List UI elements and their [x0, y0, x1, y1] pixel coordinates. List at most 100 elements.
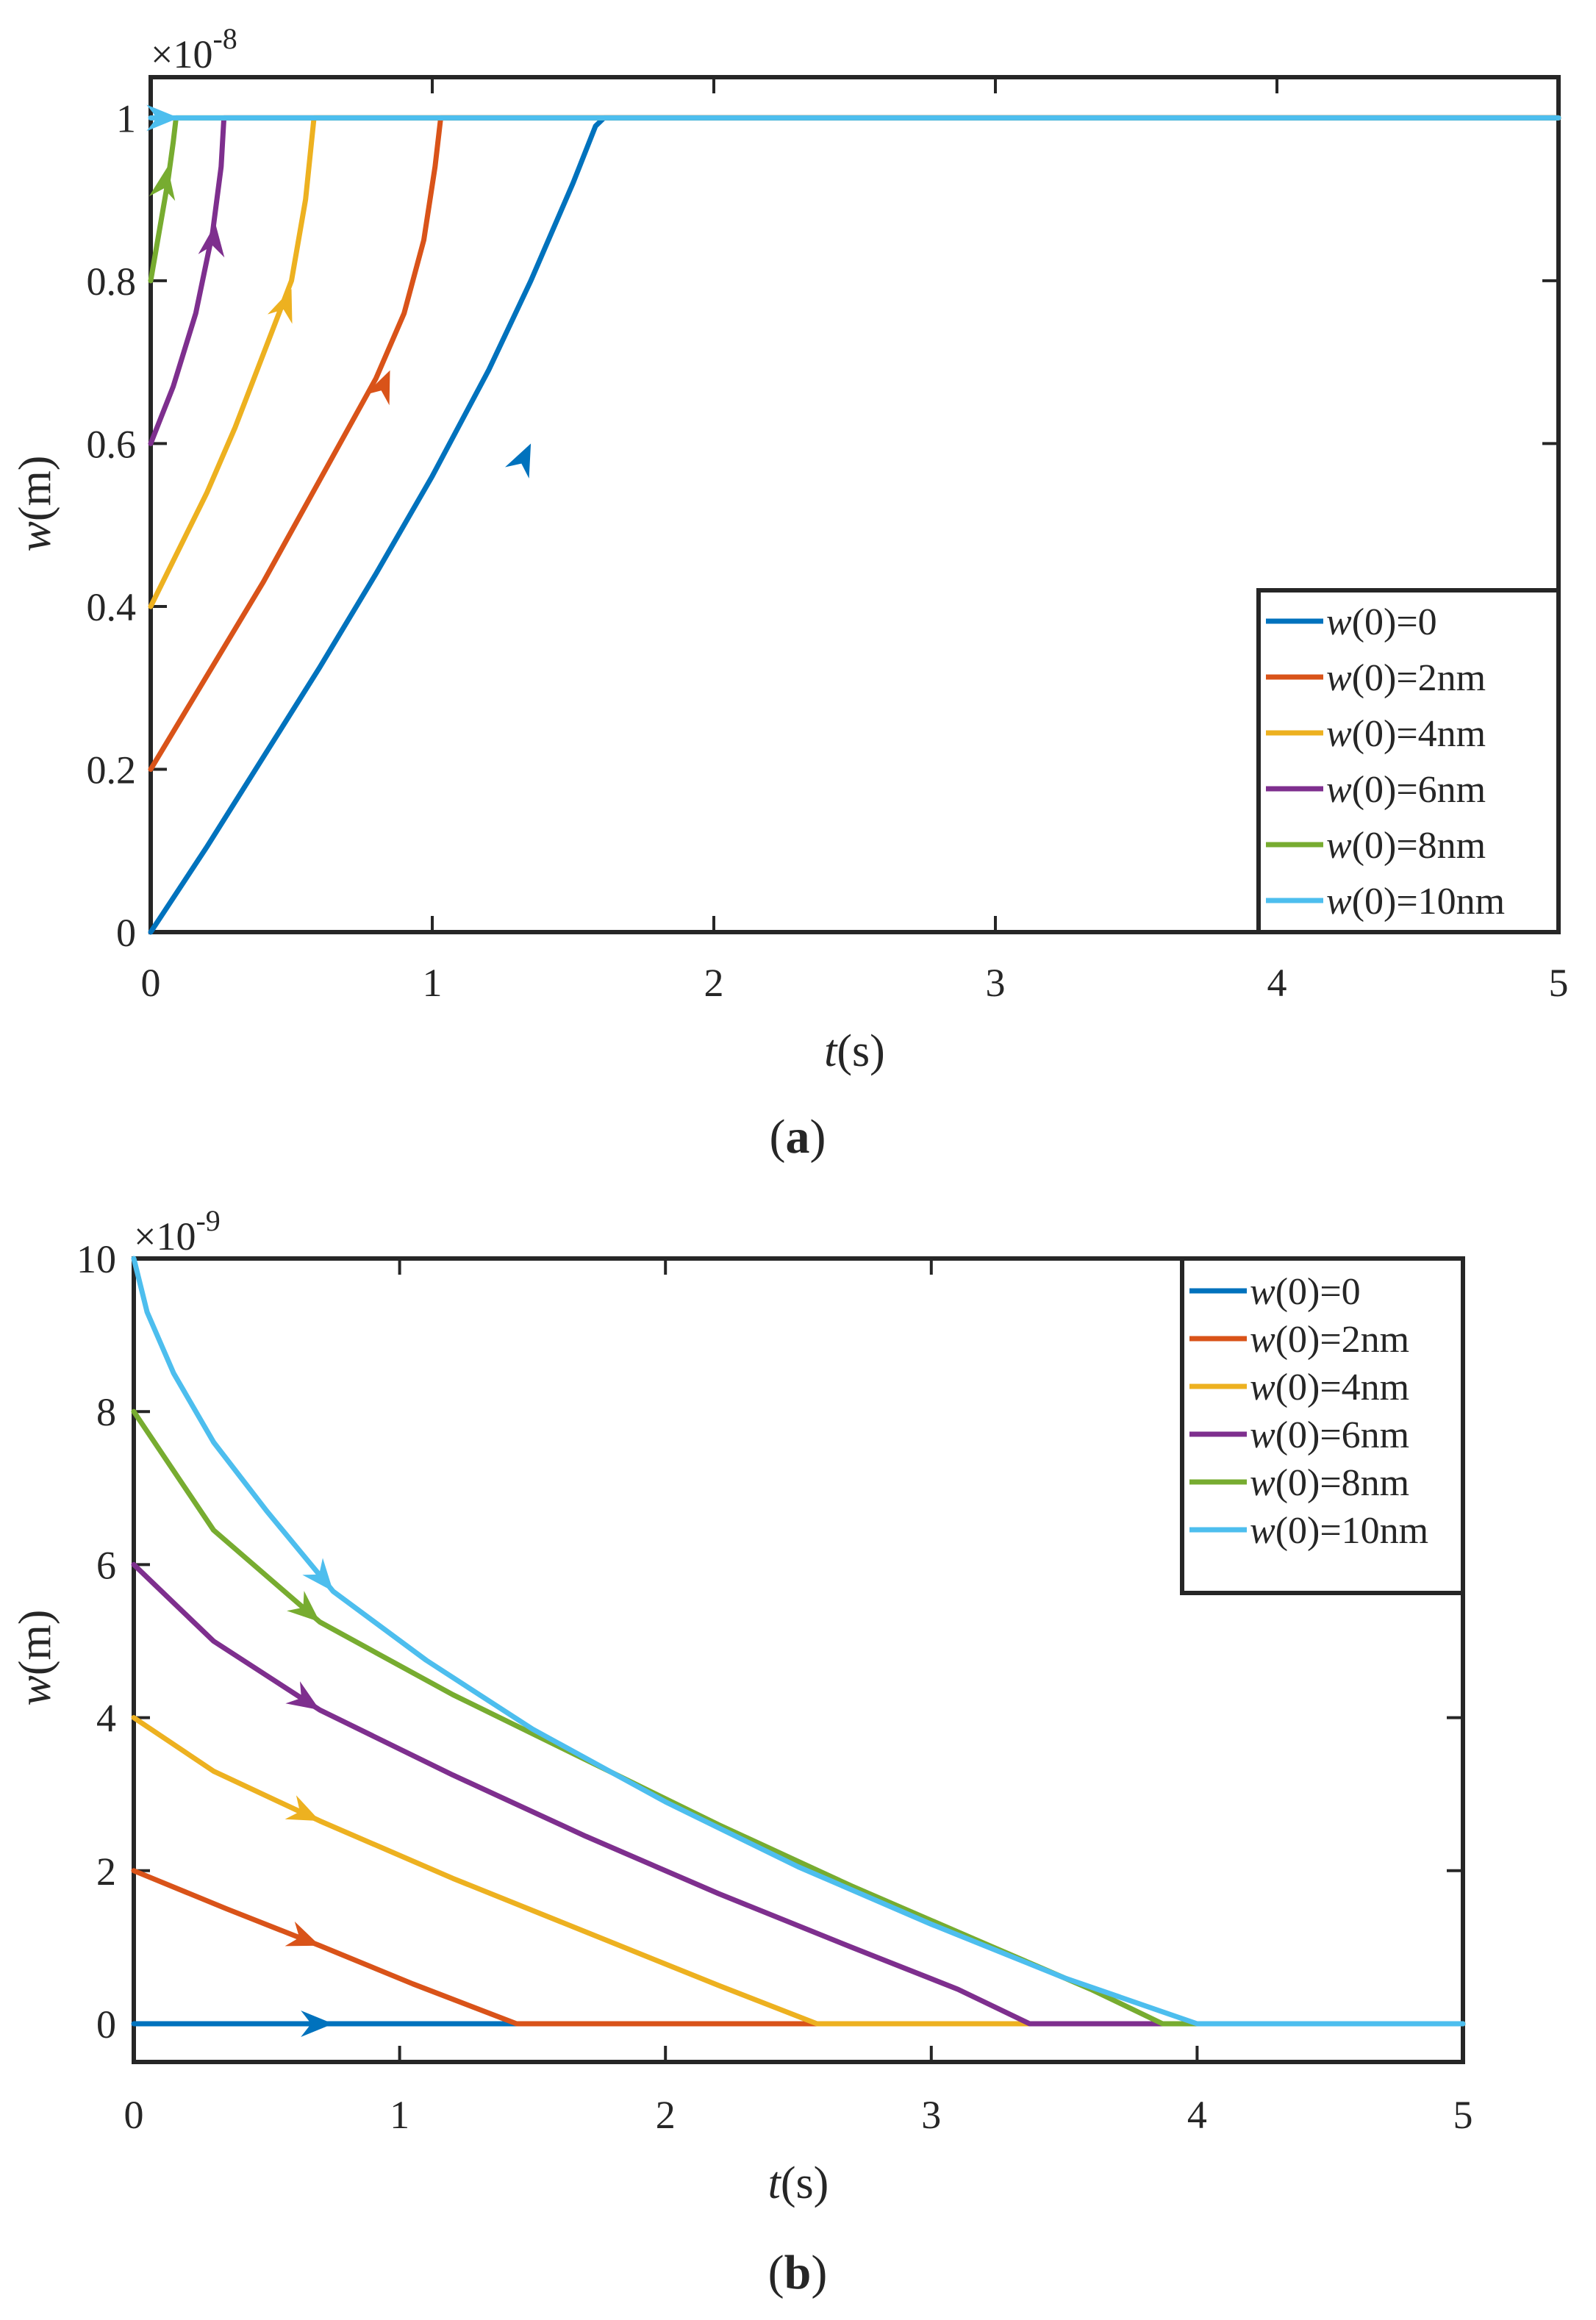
legend-entry: w(0)=6nm	[1326, 769, 1486, 811]
legend-entry: w(0)=2nm	[1326, 657, 1486, 699]
legend-entry-text: (0)=0	[1275, 1271, 1361, 1313]
x-tick-label: 5	[1453, 2093, 1473, 2137]
panel-label-open: (	[770, 1110, 786, 1164]
legend-entry: w(0)=4nm	[1326, 713, 1486, 755]
legend-entry-text: (0)=2nm	[1352, 657, 1486, 699]
legend-entry: w(0)=8nm	[1250, 1462, 1409, 1504]
series-line-1	[131, 1868, 1466, 2027]
legend-entry-text: (0)=0	[1352, 601, 1437, 643]
legend-box	[1256, 588, 1561, 934]
y-tick-label: 8	[96, 1390, 116, 1434]
legend: w(0)=0w(0)=2nmw(0)=4nmw(0)=6nmw(0)=8nmw(…	[1256, 588, 1561, 934]
legend-entry-symbol: w	[1250, 1367, 1275, 1408]
x-tick-label: 4	[1267, 961, 1287, 1005]
y-axis-symbol: w	[10, 1675, 60, 1705]
y-exponent-power: -9	[196, 1204, 220, 1237]
legend-entry-symbol: w	[1326, 713, 1352, 755]
legend-entry-symbol: w	[1250, 1319, 1275, 1361]
legend-entry-symbol: w	[1326, 825, 1352, 867]
y-tick-label: 0.8	[87, 259, 137, 304]
legend-entry: w(0)=0	[1250, 1271, 1361, 1313]
x-tick-label: 5	[1549, 961, 1569, 1005]
legend-entry: w(0)=4nm	[1250, 1367, 1409, 1408]
x-tick-label: 1	[423, 961, 443, 1005]
legend-entry-text: (0)=8nm	[1275, 1462, 1409, 1504]
x-tick-label: 2	[704, 961, 724, 1005]
x-axis-symbol: t	[824, 1026, 838, 1076]
y-axis-label: w(m)	[10, 1610, 60, 1706]
legend-entry-text: (0)=2nm	[1275, 1319, 1409, 1361]
legend: w(0)=0w(0)=2nmw(0)=4nmw(0)=6nmw(0)=8nmw(…	[1180, 1256, 1465, 1595]
series-line-5	[131, 1256, 1466, 2027]
y-axis-symbol: w	[10, 521, 60, 551]
y-exponent-label: ×10-9	[134, 1204, 221, 1259]
y-axis-unit: (m)	[10, 456, 60, 522]
x-axis-unit: (s)	[781, 2158, 829, 2208]
y-tick-label: 0.6	[87, 422, 137, 466]
legend-entry-text: (0)=4nm	[1275, 1367, 1409, 1408]
legend-entry-symbol: w	[1250, 1414, 1275, 1456]
legend-entry: w(0)=0	[1326, 601, 1437, 643]
y-tick-label: 1	[116, 96, 136, 140]
legend-entry-text: (0)=6nm	[1352, 769, 1486, 811]
legend-entry-text: (0)=6nm	[1275, 1414, 1409, 1456]
series-line-3	[131, 1561, 1466, 2027]
series-line-1	[148, 115, 1561, 772]
x-tick-label: 3	[921, 2093, 941, 2137]
series-arrow-3	[198, 223, 225, 258]
panel-label-close: )	[811, 2246, 827, 2299]
panel-label-letter: b	[784, 2246, 812, 2299]
y-axis-label: w(m)	[10, 456, 60, 552]
chart-panel-a: 0 1 2 3 4 500.20.40.60.81×10-8t(s)w(m)w(0)=0w…	[10, 22, 1569, 1164]
panel-label: (a)	[770, 1110, 826, 1164]
panel-label-letter: a	[786, 1110, 810, 1164]
x-axis-label: t(s)	[824, 1026, 885, 1076]
series-line-2	[131, 1715, 1466, 2027]
y-exponent-base: ×10	[134, 1214, 196, 1259]
series-arrow-1	[285, 1921, 321, 1947]
series-line-4	[131, 1408, 1466, 2027]
x-axis-unit: (s)	[837, 1026, 884, 1076]
series-arrow-4	[287, 1591, 321, 1622]
series-arrow-0	[505, 443, 532, 479]
legend-entry-text: (0)=10nm	[1275, 1510, 1428, 1552]
panel-label: (b)	[768, 2246, 828, 2299]
x-tick-label: 3	[986, 961, 1006, 1005]
panel-label-open: (	[768, 2246, 784, 2299]
x-axis-symbol: t	[768, 2158, 782, 2208]
y-exponent-label: ×10-8	[151, 22, 237, 76]
series-arrow-0	[301, 2011, 334, 2037]
legend-entry-text: (0)=10nm	[1352, 881, 1505, 923]
panel-label-close: )	[810, 1110, 826, 1164]
x-tick-label: 4	[1187, 2093, 1207, 2137]
series-arrow-3	[285, 1681, 321, 1711]
series-arrow-2	[285, 1795, 321, 1822]
legend-entry: w(0)=10nm	[1250, 1510, 1428, 1552]
series-arrow-4	[148, 166, 176, 201]
legend-entry: w(0)=6nm	[1250, 1414, 1409, 1456]
x-tick-label: 0	[141, 961, 161, 1005]
y-axis-unit: (m)	[10, 1610, 60, 1676]
chart-panel-b: 0 1 2 3 4 50246810×10-9t(s)w(m)w(0)=0w(0)=2nm…	[10, 1204, 1473, 2299]
x-tick-label: 0	[124, 2093, 144, 2137]
legend-entry: w(0)=2nm	[1250, 1319, 1409, 1361]
series-arrow-5	[146, 104, 179, 132]
y-tick-label: 0.2	[87, 748, 137, 792]
legend-entry-text: (0)=8nm	[1352, 825, 1486, 867]
series-arrow-1	[365, 370, 390, 406]
x-tick-label: 2	[656, 2093, 676, 2137]
series-arrow-5	[302, 1558, 334, 1592]
y-tick-label: 0	[116, 911, 136, 955]
y-tick-label: 2	[96, 1850, 116, 1894]
legend-entry-symbol: w	[1250, 1462, 1275, 1504]
x-axis-label: t(s)	[768, 2158, 829, 2208]
legend-entry-symbol: w	[1326, 881, 1352, 923]
legend-entry-symbol: w	[1326, 601, 1352, 643]
series-line-0	[148, 115, 1561, 935]
y-tick-label: 0	[96, 2002, 116, 2047]
y-tick-label: 10	[76, 1237, 116, 1281]
legend-entry-text: (0)=4nm	[1352, 713, 1486, 755]
legend-entry: w(0)=8nm	[1326, 825, 1486, 867]
y-tick-label: 4	[96, 1697, 116, 1741]
